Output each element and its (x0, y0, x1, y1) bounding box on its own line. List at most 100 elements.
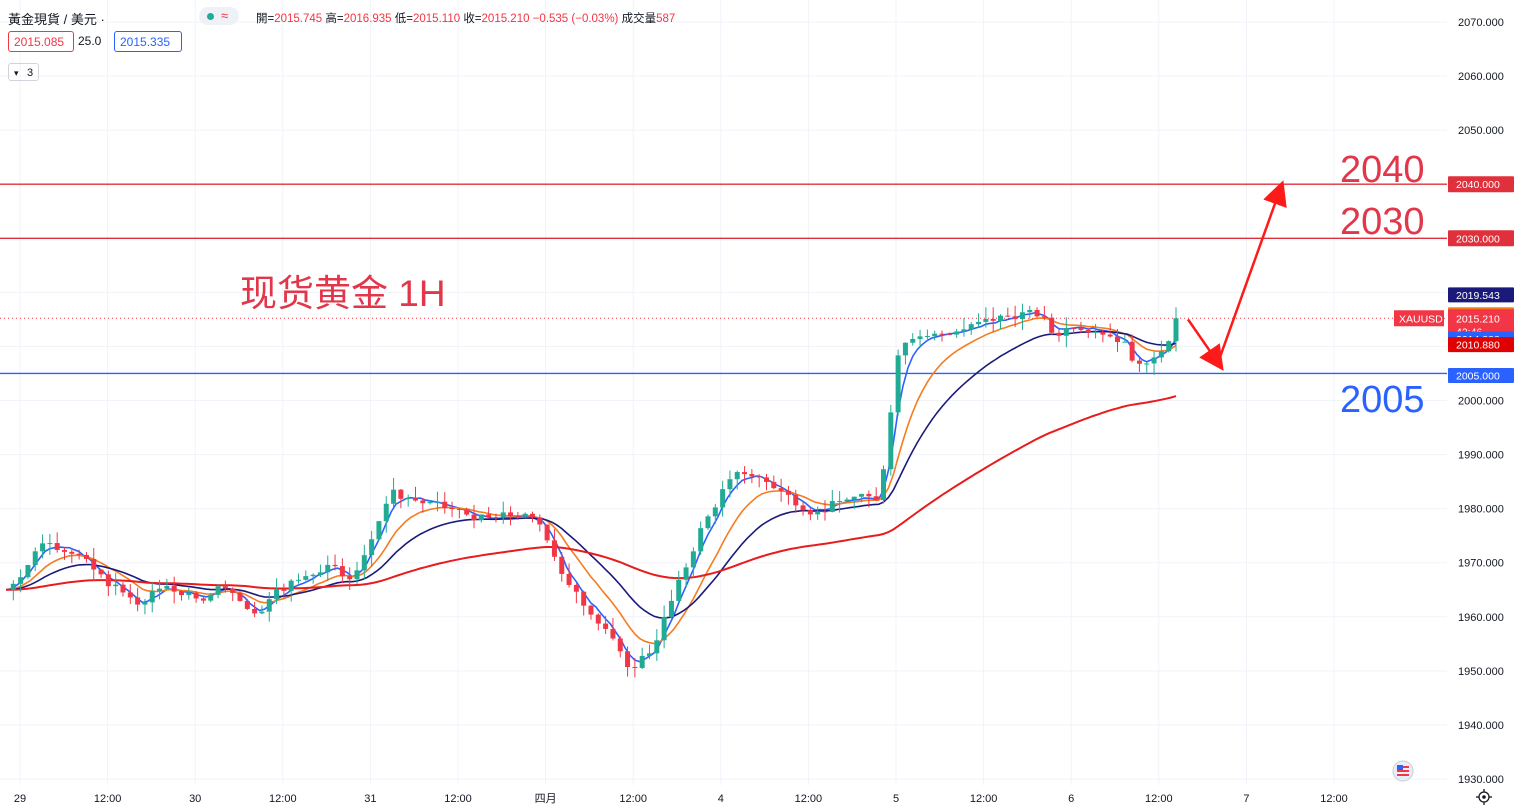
candle-body (339, 566, 345, 577)
candle-body (837, 500, 843, 502)
candle-body (274, 589, 280, 600)
sell-price-button[interactable]: 2015.085 (8, 31, 74, 52)
time-tick-label: 12:00 (269, 793, 297, 805)
time-tick-label: 12:00 (1145, 793, 1173, 805)
candle-body (508, 512, 514, 517)
candle-body (164, 586, 170, 589)
ma-line-mid (5, 317, 1177, 645)
candle-body (391, 489, 397, 504)
candle-body (1144, 363, 1150, 365)
buy-price-button[interactable]: 2015.335 (114, 31, 182, 52)
candle-body (442, 501, 448, 509)
candle-body (1129, 341, 1135, 361)
tag-2030-bg (1448, 230, 1514, 247)
candle-body (62, 549, 67, 552)
candle-body (939, 333, 945, 335)
time-tick-label: 12:00 (1320, 793, 1348, 805)
time-tick-label: 30 (189, 793, 201, 805)
candle-body (807, 510, 813, 515)
candle-body (910, 338, 916, 343)
candle-body (1173, 318, 1179, 342)
settings-gear-icon[interactable] (1476, 789, 1492, 805)
candle-body (464, 509, 470, 515)
symbol-title[interactable]: 黃金現貨 / 美元 · (8, 12, 105, 27)
candle-body (456, 508, 462, 510)
indicators-collapse-button[interactable]: ▾ 3 (8, 63, 39, 81)
candle-body (369, 539, 375, 556)
market-status-indicator[interactable]: ≈ (199, 7, 239, 25)
price-tick-label: 2070.000 (1458, 17, 1504, 29)
approx-icon: ≈ (221, 8, 229, 23)
candle-body (610, 628, 616, 639)
ohlc-value: 2015.745 (274, 13, 326, 25)
ohlc-value: 2015.210 (481, 13, 533, 25)
candle-body (40, 543, 46, 552)
ohlc-key: 高= (325, 13, 344, 25)
candle-body (954, 331, 960, 335)
candle-body (924, 335, 930, 337)
spread-value: 25.0 (78, 34, 102, 48)
candle-body (288, 580, 294, 591)
candle-body (873, 496, 879, 501)
ohlc-value: −0.535 (−0.03%) (532, 13, 622, 25)
ohlc-value: 587 (656, 13, 676, 25)
candle-body (734, 472, 740, 480)
candle-body (76, 553, 82, 555)
price-tick-label: 2000.000 (1458, 396, 1504, 408)
time-tick-label: 7 (1243, 793, 1249, 805)
time-tick-label: 4 (718, 793, 724, 805)
candle-body (500, 512, 506, 518)
candle-body (815, 511, 821, 515)
tag-2040-bg (1448, 176, 1514, 193)
candle-body (793, 494, 799, 506)
candle-body (844, 499, 850, 501)
candle-body (866, 493, 872, 497)
candle-body (383, 503, 389, 522)
candle-body (764, 477, 769, 482)
candle-body (588, 605, 594, 615)
candle-body (1027, 309, 1033, 313)
candle-body (785, 490, 791, 495)
candle-body (486, 514, 492, 518)
candle-body (91, 558, 97, 570)
candle-body (252, 608, 258, 614)
candle-body (113, 584, 119, 587)
candle-body (222, 586, 228, 589)
ohlc-key: 成交量 (621, 13, 657, 25)
candle-body (727, 479, 733, 490)
ma-line-fast (5, 311, 1177, 663)
candle-body (230, 588, 236, 593)
candle-body (54, 543, 60, 550)
candle-body (698, 528, 704, 552)
price-tick-label: 1930.000 (1458, 774, 1504, 786)
candle-body (1049, 317, 1055, 333)
time-axis[interactable]: 29 12:00 30 12:00 31 12:00 四月 12:00 4 12:00 5 12:00… (0, 785, 1447, 812)
price-tick-label: 1960.000 (1458, 612, 1504, 624)
candle-body (603, 623, 609, 629)
moving-averages (5, 311, 1177, 663)
tag-symbol: XAUUSD (1399, 313, 1443, 325)
candle-body (25, 565, 31, 578)
time-tick-label: 5 (893, 793, 899, 805)
candle-body (471, 514, 477, 521)
candle-body (676, 579, 682, 601)
candle-body (544, 524, 550, 541)
candle-body (1056, 332, 1062, 336)
candle-body (354, 570, 360, 580)
candle-body (683, 567, 689, 580)
candle-body (244, 600, 250, 609)
candle-body (617, 638, 623, 652)
time-tick-label: 12:00 (444, 793, 472, 805)
candle-body (625, 651, 631, 667)
candle-body (208, 594, 214, 601)
flag-icon[interactable] (1392, 760, 1414, 782)
price-axis[interactable]: 1930.000 1940.000 1950.000 1960.000 1970.000… (1447, 0, 1516, 812)
candle-body (10, 583, 16, 590)
candle-body (296, 579, 301, 581)
time-tick-label: 12:00 (970, 793, 998, 805)
candle-body (515, 516, 521, 518)
candle-body (193, 592, 199, 599)
candle-body (376, 521, 382, 540)
time-tick-label: 四月 (535, 793, 557, 805)
